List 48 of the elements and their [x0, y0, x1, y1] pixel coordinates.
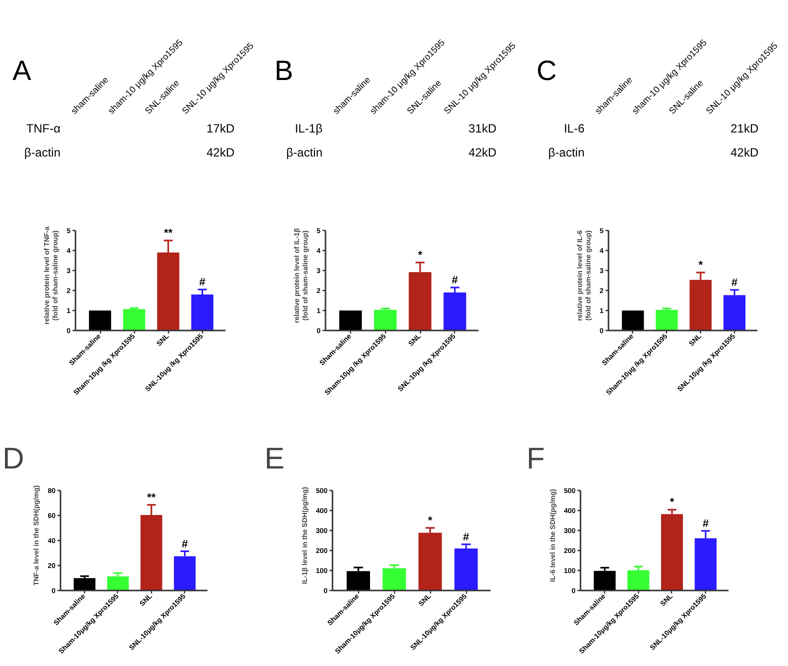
annotation: * [698, 260, 704, 272]
bar [622, 310, 644, 330]
text: A [12, 55, 32, 86]
bar [346, 571, 370, 590]
annotation: ** [147, 492, 156, 504]
bar [339, 310, 362, 330]
category-label: 17kD [206, 122, 235, 136]
bar [374, 310, 397, 330]
annotation: # [182, 538, 188, 550]
annotation: # [702, 518, 709, 530]
category-label: IL-1β [294, 122, 323, 136]
annotation: # [463, 531, 470, 544]
category-label: β-actin [548, 146, 585, 160]
category-label: IL-6 [564, 122, 585, 136]
bar [454, 548, 478, 590]
bar [444, 292, 466, 330]
annotation: * [418, 250, 423, 262]
bar [594, 570, 616, 590]
annotation: * [670, 496, 675, 509]
bar [382, 568, 406, 590]
category-label: 31kD [468, 122, 497, 136]
text: C [536, 55, 557, 86]
bar [661, 514, 683, 590]
category-label: β-actin [24, 146, 61, 160]
annotation: * [428, 514, 434, 527]
annotation: ** [164, 228, 174, 240]
bar [174, 556, 196, 590]
category-label: 42kD [730, 146, 759, 160]
bar [74, 578, 96, 590]
category-label: 21kD [730, 122, 759, 136]
bar [418, 532, 442, 590]
chart-title: D [2, 442, 24, 476]
category-label: β-actin [286, 146, 323, 160]
annotation: # [199, 276, 206, 288]
category-label: 42kD [468, 146, 497, 160]
chart-title: E [264, 442, 285, 476]
bar [656, 310, 678, 330]
bar [191, 294, 214, 330]
annotation: # [452, 274, 458, 286]
category-label: 42kD [206, 146, 235, 160]
text: B [274, 55, 294, 86]
category-label: TNF-α [26, 122, 61, 136]
bar [123, 309, 146, 330]
chart-title: F [526, 442, 545, 476]
annotation: # [731, 276, 738, 289]
bar [627, 570, 650, 590]
bar [88, 310, 112, 330]
bar [107, 576, 129, 590]
